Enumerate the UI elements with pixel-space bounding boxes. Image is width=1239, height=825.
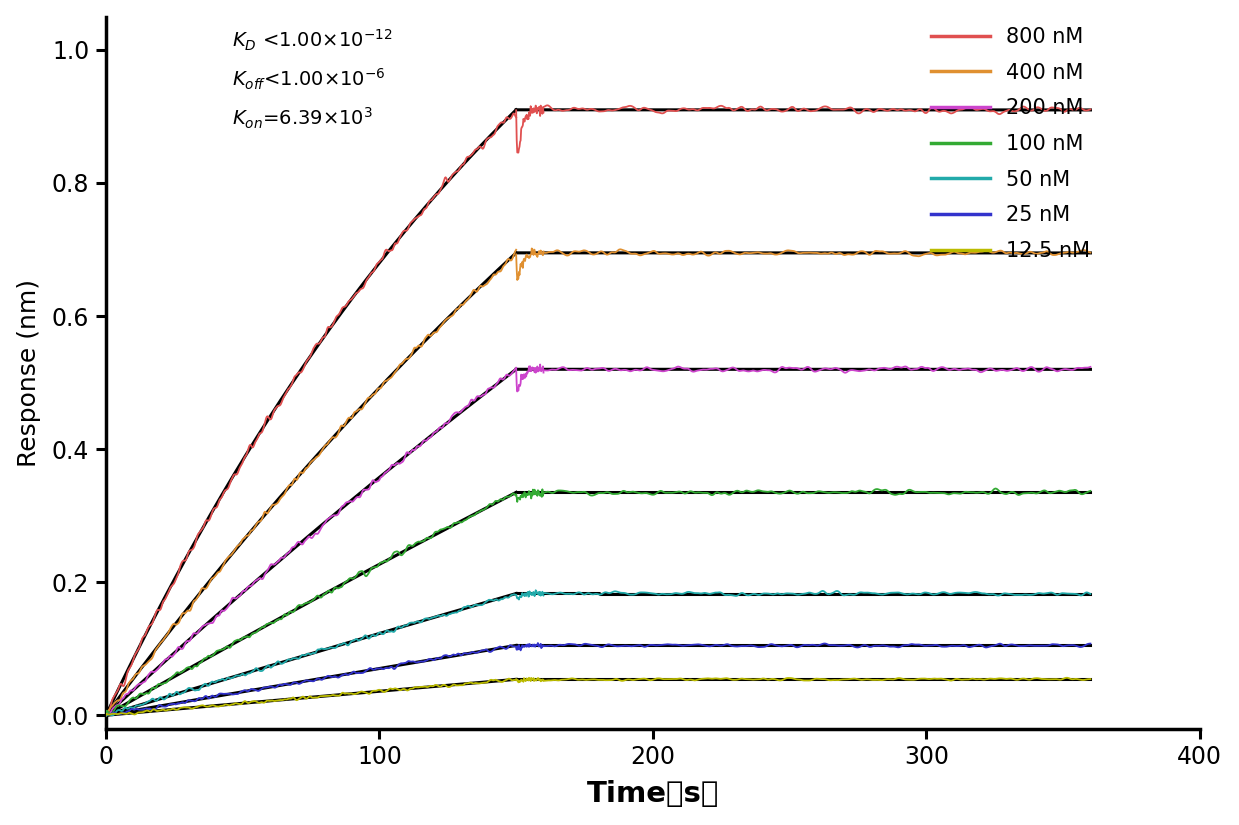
Legend: 800 nM, 400 nM, 200 nM, 100 nM, 50 nM, 25 nM, 12.5 nM: 800 nM, 400 nM, 200 nM, 100 nM, 50 nM, 2… (932, 27, 1090, 261)
Y-axis label: Response (nm): Response (nm) (16, 279, 41, 467)
Text: $K_{D}$ <1.00×10$^{-12}$
$K_{off}$<1.00×10$^{-6}$
$K_{on}$=6.39×10$^{3}$: $K_{D}$ <1.00×10$^{-12}$ $K_{off}$<1.00×… (232, 27, 393, 130)
X-axis label: Time（s）: Time（s） (587, 780, 719, 808)
